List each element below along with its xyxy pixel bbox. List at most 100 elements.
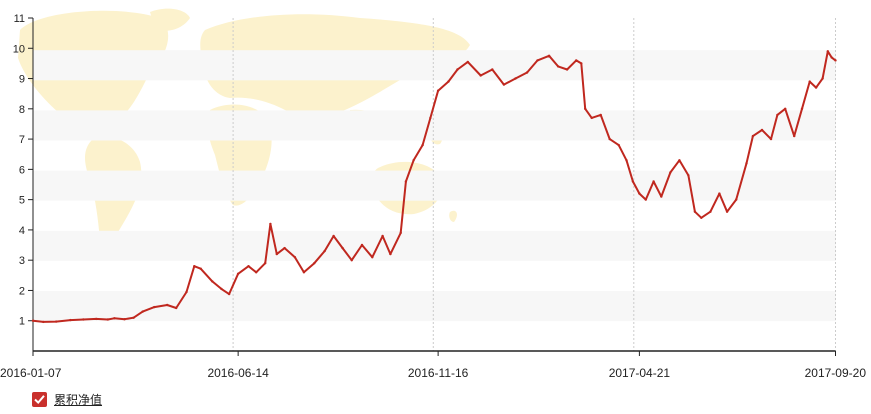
data-point bbox=[631, 180, 635, 183]
data-point bbox=[644, 198, 647, 201]
x-tick-label: 2016-01-07 bbox=[0, 366, 62, 380]
legend-item[interactable]: 累积净值 bbox=[32, 391, 102, 408]
y-tick-label: 5 bbox=[19, 195, 25, 207]
data-point bbox=[514, 77, 517, 80]
data-point bbox=[389, 252, 392, 256]
data-point bbox=[525, 71, 529, 74]
y-tick-label: 8 bbox=[19, 104, 25, 116]
vertical-gridlines bbox=[232, 18, 836, 351]
y-tick-label: 7 bbox=[19, 134, 25, 146]
data-point bbox=[808, 80, 811, 83]
data-point bbox=[95, 317, 98, 321]
data-point bbox=[255, 271, 258, 274]
data-point bbox=[69, 318, 72, 322]
data-point bbox=[709, 210, 712, 213]
data-point bbox=[236, 272, 240, 275]
data-point bbox=[436, 89, 440, 92]
data-point bbox=[584, 107, 587, 111]
data-point bbox=[491, 68, 494, 71]
data-point bbox=[760, 128, 764, 132]
data-point bbox=[652, 180, 655, 183]
data-point bbox=[113, 317, 116, 320]
data-point bbox=[536, 59, 539, 62]
y-tick-label: 6 bbox=[19, 164, 25, 176]
data-point bbox=[466, 60, 469, 64]
data-point bbox=[793, 134, 796, 138]
data-point bbox=[502, 83, 506, 86]
data-point bbox=[599, 113, 602, 117]
data-point bbox=[617, 143, 620, 147]
data-point bbox=[350, 259, 353, 262]
data-point bbox=[826, 50, 829, 53]
data-point bbox=[220, 287, 223, 291]
x-tick-label: 2017-09-20 bbox=[805, 366, 867, 380]
data-point bbox=[456, 68, 459, 71]
data-point bbox=[608, 137, 611, 141]
data-point bbox=[834, 59, 837, 62]
y-tick-label: 10 bbox=[13, 43, 25, 55]
data-point bbox=[693, 210, 697, 213]
y-tick-label: 2 bbox=[19, 285, 25, 297]
horizontal-bands bbox=[33, 50, 836, 322]
data-point bbox=[447, 80, 450, 83]
data-point bbox=[123, 318, 126, 321]
data-point bbox=[141, 310, 144, 313]
data-point bbox=[404, 180, 408, 183]
data-point bbox=[185, 290, 188, 294]
data-point bbox=[360, 243, 364, 247]
data-point bbox=[293, 256, 297, 259]
data-point bbox=[751, 134, 755, 138]
data-point bbox=[479, 74, 482, 77]
data-point bbox=[332, 234, 335, 238]
x-axis: 2016-01-07 2016-06-14 2016-11-16 2017-04-21… bbox=[0, 350, 867, 380]
data-point bbox=[175, 306, 178, 310]
data-point bbox=[700, 216, 703, 219]
data-point bbox=[247, 265, 250, 268]
data-point bbox=[745, 162, 748, 165]
data-point bbox=[814, 86, 818, 89]
x-tick-label: 2017-04-21 bbox=[609, 366, 671, 380]
data-point bbox=[669, 171, 672, 174]
data-point bbox=[42, 320, 45, 324]
data-point bbox=[283, 246, 286, 250]
data-point bbox=[565, 68, 569, 71]
y-tick-label: 1 bbox=[19, 316, 25, 328]
data-point bbox=[625, 159, 628, 162]
data-point bbox=[580, 62, 583, 65]
data-point bbox=[302, 271, 306, 274]
data-point bbox=[735, 198, 738, 201]
data-point bbox=[193, 265, 196, 268]
data-point bbox=[556, 65, 560, 68]
data-point bbox=[429, 116, 432, 120]
data-point bbox=[412, 159, 415, 162]
data-point bbox=[660, 195, 663, 198]
data-point bbox=[211, 280, 214, 283]
data-point bbox=[830, 56, 833, 59]
data-point bbox=[199, 267, 202, 270]
data-point bbox=[547, 54, 551, 57]
data-point bbox=[590, 116, 593, 120]
data-point bbox=[132, 316, 135, 319]
data-point bbox=[678, 159, 681, 162]
data-point bbox=[55, 320, 58, 323]
data-point bbox=[399, 231, 402, 235]
y-tick-label: 11 bbox=[14, 13, 25, 25]
data-point bbox=[381, 234, 384, 238]
data-point bbox=[153, 305, 156, 309]
data-point bbox=[638, 192, 641, 195]
data-point bbox=[725, 210, 729, 213]
legend-label: 累积净值 bbox=[54, 393, 103, 407]
data-point bbox=[769, 137, 773, 141]
data-point bbox=[575, 59, 578, 62]
data-point bbox=[264, 262, 267, 265]
data-point bbox=[106, 318, 110, 321]
data-point bbox=[166, 303, 169, 307]
data-point bbox=[341, 246, 344, 250]
data-point bbox=[31, 319, 35, 322]
data-point bbox=[371, 256, 374, 259]
y-tick-label: 4 bbox=[19, 225, 25, 237]
data-point bbox=[800, 107, 804, 111]
y-axis: 1 2 3 4 5 6 7 8 9 10 11 bbox=[13, 13, 34, 351]
checkbox-checked-icon[interactable] bbox=[32, 392, 47, 407]
